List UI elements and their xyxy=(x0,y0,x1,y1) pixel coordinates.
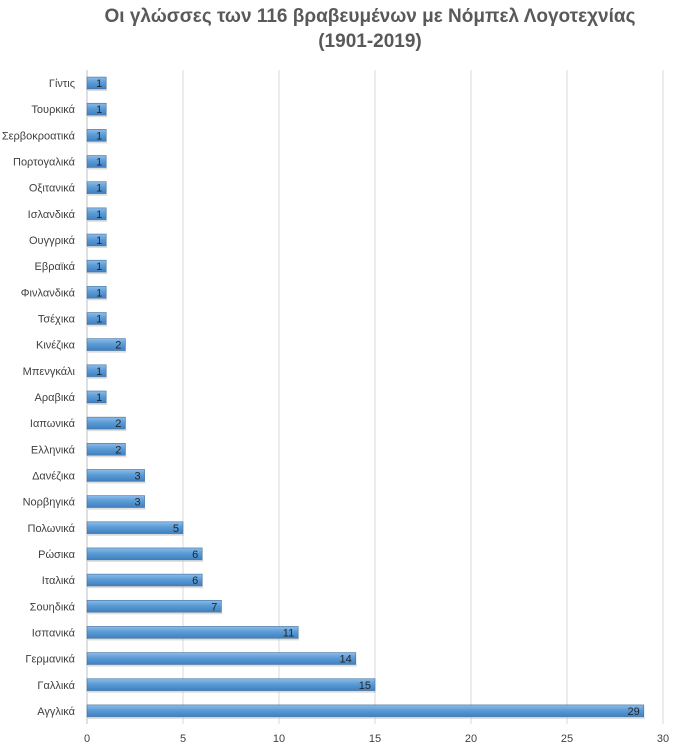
bar xyxy=(86,547,203,561)
category-label: Νορβηγικά xyxy=(23,497,76,509)
category-label: Ουγγρικά xyxy=(29,235,76,247)
category-label: Αραβικά xyxy=(35,392,76,404)
x-tick-label: 15 xyxy=(369,733,381,745)
data-label: 1 xyxy=(96,157,102,169)
data-label: 1 xyxy=(96,183,102,195)
category-label: Εβραϊκά xyxy=(35,261,76,273)
data-label: 1 xyxy=(96,130,102,142)
data-label: 1 xyxy=(96,366,102,378)
category-label: Σερβοκροατικά xyxy=(2,130,76,142)
data-label: 6 xyxy=(192,575,198,587)
data-label: 1 xyxy=(96,392,102,404)
data-label: 2 xyxy=(115,418,121,430)
data-label: 1 xyxy=(96,78,102,90)
data-label: 11 xyxy=(283,627,294,639)
bar xyxy=(86,704,645,718)
bar xyxy=(86,626,299,639)
x-tick-label: 20 xyxy=(465,733,477,745)
chart-title-line-1: Οι γλώσσες των 116 βραβευμένων με Νόμπελ… xyxy=(104,6,636,27)
category-label: Τσέχικα xyxy=(38,314,76,326)
bar xyxy=(86,521,184,535)
data-label: 3 xyxy=(134,470,140,482)
category-label: Οξιτανικά xyxy=(29,183,76,195)
data-label: 1 xyxy=(96,287,102,299)
bar-shadow xyxy=(88,507,146,510)
category-label: Ελληνικά xyxy=(31,444,76,456)
bar-shadow xyxy=(88,716,645,719)
data-label: 2 xyxy=(115,444,121,456)
data-label: 6 xyxy=(192,549,198,561)
bar-shadow xyxy=(88,115,108,118)
category-label: Πολωνικά xyxy=(28,523,76,535)
bar-shadow xyxy=(88,690,376,693)
category-label: Σουηδικά xyxy=(30,601,76,613)
bar-shadow xyxy=(88,481,146,484)
category-label: Φινλανδικά xyxy=(21,287,76,299)
data-label: 1 xyxy=(96,235,102,247)
bar-shadow xyxy=(88,246,108,249)
data-label: 2 xyxy=(115,340,121,352)
bar-shadow xyxy=(88,350,127,353)
bar-shadow xyxy=(88,298,108,301)
bar xyxy=(86,599,222,613)
category-label: Τουρκικά xyxy=(31,104,75,116)
category-label: Ισπανικά xyxy=(32,627,76,639)
data-label: 5 xyxy=(173,523,179,535)
category-label: Κινέζικα xyxy=(36,340,76,352)
bar-shadow xyxy=(88,193,108,196)
bar-shadow xyxy=(88,586,204,589)
chart-title-line-2: (1901-2019) xyxy=(318,31,422,52)
category-label: Πορτογαλικά xyxy=(13,157,76,169)
data-label: 1 xyxy=(96,104,102,116)
x-tick-label: 30 xyxy=(657,733,669,745)
data-label: 1 xyxy=(96,209,102,221)
x-tick-label: 5 xyxy=(180,733,186,745)
chart-title: Οι γλώσσες των 116 βραβευμένων με Νόμπελ… xyxy=(70,4,670,54)
bar-shadow xyxy=(88,429,127,432)
category-label: Γίντις xyxy=(49,78,75,90)
data-label: 29 xyxy=(628,706,640,718)
data-label: 3 xyxy=(134,497,140,509)
bar xyxy=(86,678,376,692)
data-label: 1 xyxy=(96,314,102,326)
category-label: Δανέζικα xyxy=(32,470,76,482)
category-label: Γερμανικά xyxy=(25,654,75,666)
category-label: Ισλανδικά xyxy=(28,209,76,221)
x-tick-label: 25 xyxy=(561,733,573,745)
bar-shadow xyxy=(88,638,300,641)
x-tick-label: 10 xyxy=(273,733,285,745)
category-label: Μπενγκάλι xyxy=(23,366,76,378)
data-label: 1 xyxy=(96,261,102,273)
category-label: Ιταλικά xyxy=(42,575,76,587)
bar-shadow xyxy=(88,664,357,667)
bar-shadow xyxy=(88,455,127,458)
category-label: Γαλλικά xyxy=(37,680,75,692)
category-label: Ρώσικα xyxy=(38,549,76,561)
bar xyxy=(86,652,357,665)
bar-shadow xyxy=(88,612,223,615)
bar-shadow xyxy=(88,403,108,405)
bar-shadow xyxy=(88,324,108,327)
bar-shadow xyxy=(88,141,108,144)
gridlines xyxy=(86,70,664,724)
bar-shadow xyxy=(88,272,108,275)
bar-shadow xyxy=(88,376,108,379)
data-label: 14 xyxy=(340,654,352,666)
bar-shadow xyxy=(88,533,184,536)
data-label: 15 xyxy=(359,680,371,692)
bar-shadow xyxy=(88,89,108,92)
category-label: Αγγλικά xyxy=(37,706,75,718)
bar-shadow xyxy=(88,219,108,222)
data-label: 7 xyxy=(211,601,217,613)
x-tick-label: 0 xyxy=(84,733,90,745)
bars xyxy=(86,76,645,719)
bar xyxy=(86,573,203,587)
bar-shadow xyxy=(88,559,204,562)
category-label: Ιαπωνικά xyxy=(30,418,76,430)
bar-shadow xyxy=(88,167,108,170)
